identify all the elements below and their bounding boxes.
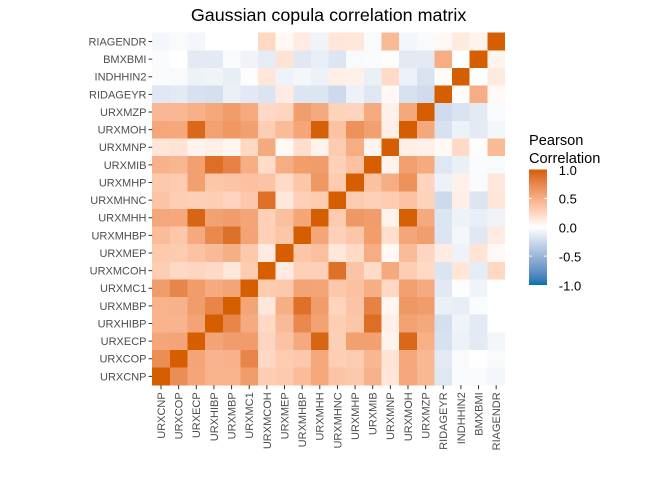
svg-text:RIAGENDR: RIAGENDR — [491, 392, 503, 450]
svg-text:URXMEP: URXMEP — [99, 248, 146, 260]
svg-text:URXMCOH: URXMCOH — [262, 392, 274, 449]
svg-text:URXMNP: URXMNP — [99, 142, 147, 154]
svg-text:URXMHBP: URXMHBP — [91, 230, 146, 242]
svg-text:-1.0: -1.0 — [559, 278, 581, 293]
svg-text:URXHIBP: URXHIBP — [98, 318, 147, 330]
svg-text:URXMHP: URXMHP — [350, 392, 362, 440]
svg-text:0.0: 0.0 — [559, 221, 577, 236]
svg-text:URXMHP: URXMHP — [99, 177, 147, 189]
svg-text:URXMHBP: URXMHBP — [297, 392, 309, 447]
svg-text:URXECP: URXECP — [191, 392, 203, 438]
svg-text:Gaussian copula correlation ma: Gaussian copula correlation matrix — [191, 5, 466, 25]
svg-text:RIDAGEYR: RIDAGEYR — [89, 89, 147, 101]
svg-text:URXMZP: URXMZP — [100, 107, 146, 119]
svg-text:URXMCOH: URXMCOH — [90, 266, 147, 278]
svg-text:URXMIB: URXMIB — [104, 160, 147, 172]
svg-text:URXCOP: URXCOP — [99, 354, 146, 366]
svg-text:URXMHNC: URXMHNC — [332, 392, 344, 448]
svg-text:URXCOP: URXCOP — [174, 392, 186, 439]
svg-text:-0.5: -0.5 — [559, 249, 581, 264]
svg-text:INDHHIN2: INDHHIN2 — [95, 72, 147, 84]
svg-text:URXCNP: URXCNP — [100, 371, 146, 383]
svg-text:URXMC1: URXMC1 — [100, 283, 146, 295]
svg-text:Pearson: Pearson — [529, 133, 583, 149]
svg-text:0.5: 0.5 — [559, 192, 577, 207]
svg-text:URXMHH: URXMHH — [98, 213, 146, 225]
svg-text:URXMHNC: URXMHNC — [90, 195, 146, 207]
svg-text:URXHIBP: URXHIBP — [209, 392, 221, 441]
svg-text:BMXBMI: BMXBMI — [103, 54, 146, 66]
svg-text:URXMOH: URXMOH — [98, 125, 147, 137]
svg-text:URXMHH: URXMHH — [315, 392, 327, 440]
svg-text:RIAGENDR: RIAGENDR — [88, 36, 146, 48]
svg-text:Correlation: Correlation — [529, 151, 600, 167]
svg-text:URXCNP: URXCNP — [156, 392, 168, 438]
svg-text:URXMBP: URXMBP — [99, 301, 146, 313]
svg-text:INDHHIN2: INDHHIN2 — [456, 392, 468, 444]
svg-text:RIDAGEYR: RIDAGEYR — [438, 392, 450, 450]
svg-text:URXMZP: URXMZP — [421, 392, 433, 438]
svg-text:URXMBP: URXMBP — [226, 392, 238, 439]
svg-text:URXMNP: URXMNP — [385, 392, 397, 440]
svg-text:URXECP: URXECP — [101, 336, 147, 348]
svg-text:URXMEP: URXMEP — [279, 392, 291, 439]
svg-text:BMXBMI: BMXBMI — [473, 392, 485, 435]
svg-text:URXMC1: URXMC1 — [244, 392, 256, 438]
svg-text:1.0: 1.0 — [559, 163, 577, 178]
svg-text:URXMOH: URXMOH — [403, 392, 415, 441]
svg-text:URXMIB: URXMIB — [368, 392, 380, 435]
